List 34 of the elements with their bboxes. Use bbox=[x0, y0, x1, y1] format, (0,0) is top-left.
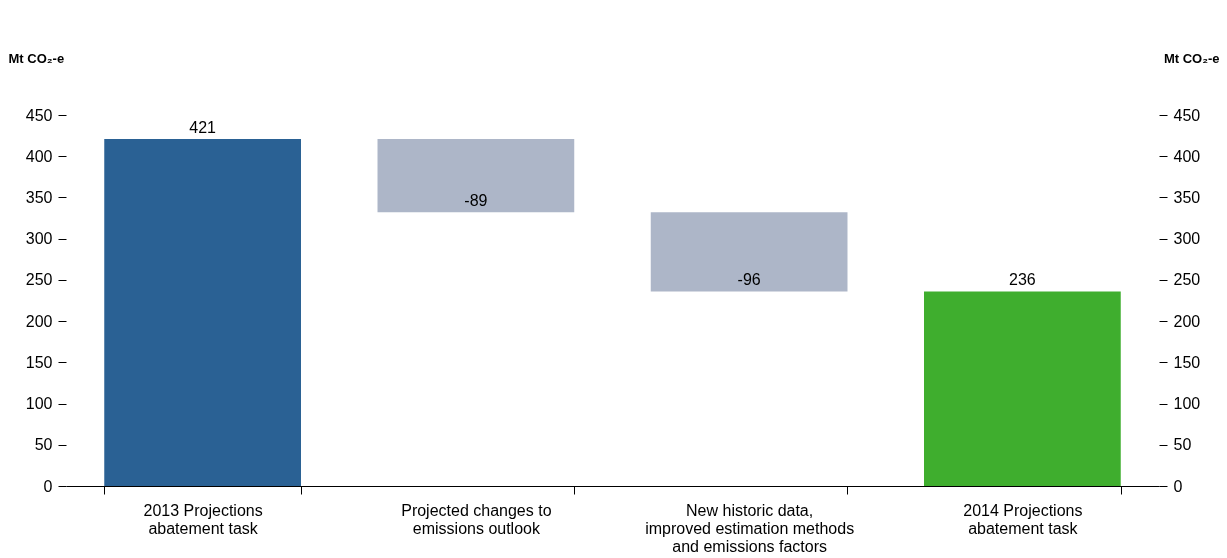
y2-tick-label: 50 bbox=[1173, 436, 1192, 454]
x-tick-label: New historic data, improved estimation methods and emissions factors bbox=[645, 501, 855, 555]
y-tick-label: 50 bbox=[34, 436, 53, 454]
y-tick-label: 250 bbox=[25, 271, 53, 289]
x-tick-label: 2014 Projections abatement task bbox=[963, 501, 1083, 537]
y-axis-title: Mt CO₂-e bbox=[8, 50, 65, 66]
y2-tick-label: 0 bbox=[1173, 477, 1183, 495]
y2-axis-title: Mt CO₂-e bbox=[1163, 50, 1220, 66]
bar bbox=[650, 212, 848, 292]
y-tick-label: 450 bbox=[25, 106, 53, 124]
bar bbox=[924, 291, 1121, 486]
y2-tick-label: 250 bbox=[1173, 271, 1201, 289]
bar bbox=[104, 138, 301, 486]
data-label: 236 bbox=[1009, 271, 1036, 289]
y-tick-label: 0 bbox=[43, 477, 53, 495]
y-tick-label: 400 bbox=[25, 147, 53, 165]
y2-tick-label: 150 bbox=[1173, 353, 1201, 371]
y2-tick-label: 450 bbox=[1173, 106, 1201, 124]
y-tick-label: 350 bbox=[25, 188, 53, 206]
y-tick-label: 300 bbox=[25, 230, 53, 248]
data-label: -96 bbox=[737, 271, 761, 289]
y-tick-label: 100 bbox=[25, 395, 53, 413]
bar bbox=[377, 138, 575, 213]
y2-tick-label: 200 bbox=[1173, 312, 1201, 330]
y2-tick-label: 100 bbox=[1173, 395, 1201, 413]
data-label: 421 bbox=[189, 118, 217, 136]
y2-tick-label: 300 bbox=[1173, 230, 1201, 248]
y2-tick-label: 400 bbox=[1173, 147, 1201, 165]
y-tick-label: 150 bbox=[25, 353, 53, 371]
data-label: -89 bbox=[464, 192, 488, 210]
x-tick-label: 2013 Projections abatement task bbox=[143, 501, 263, 537]
y2-tick-label: 350 bbox=[1173, 188, 1201, 206]
x-tick-label: Projected changes to emissions outlook bbox=[401, 501, 552, 537]
y-tick-label: 200 bbox=[25, 312, 53, 330]
